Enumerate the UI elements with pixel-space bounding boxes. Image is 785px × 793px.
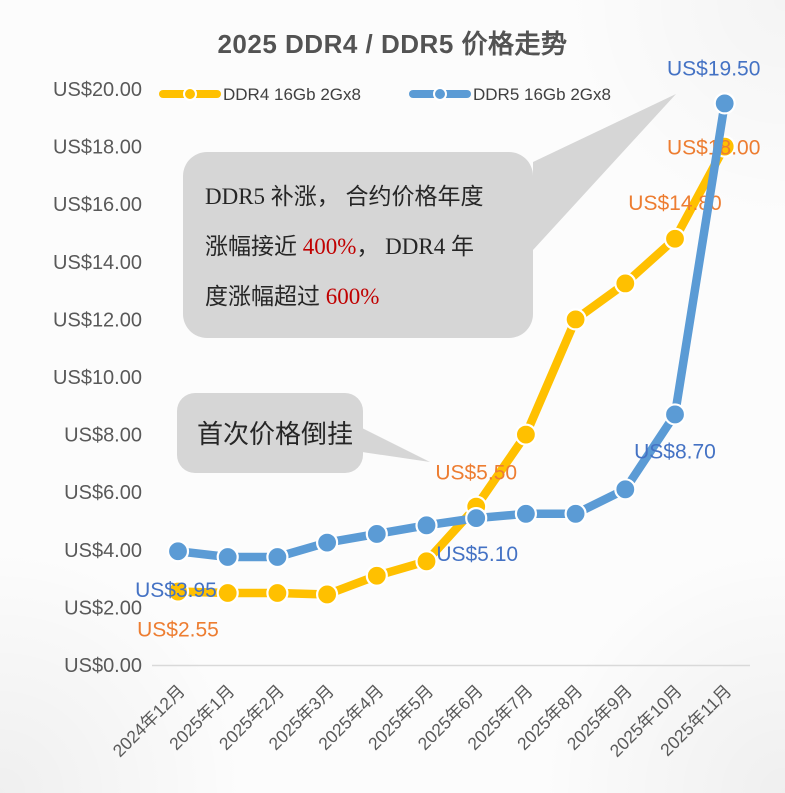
data-point (166, 580, 190, 603)
legend-marker (183, 87, 197, 101)
data-point (266, 581, 289, 605)
data-label: US$14.80 (628, 192, 721, 215)
legend-label: DDR5 16Gb 2Gx8 (473, 85, 611, 104)
y-tick-label: US$18.00 (53, 137, 142, 159)
data-label: US$3.95 (135, 579, 217, 602)
data-point (216, 581, 239, 605)
annotation-box (177, 393, 363, 473)
y-tick-label: US$0.00 (64, 655, 142, 677)
legend-marker (433, 87, 447, 101)
data-label: US$2.55 (137, 619, 219, 642)
data-point (365, 564, 388, 587)
data-point (316, 583, 339, 606)
y-axis-labels: US$0.00 US$2.00 US$4.00 US$6.00 US$8.00 US$10… (53, 79, 142, 677)
annotation-tail (533, 94, 676, 250)
y-tick-label: US$4.00 (64, 540, 142, 562)
series-ddr5: US$3.95 US$5.10 US$8.70 US$19.50 (135, 57, 760, 602)
y-tick-label: US$10.00 (53, 367, 142, 389)
data-label: US$5.50 (435, 462, 517, 485)
data-point (415, 514, 438, 537)
annotation-price-inversion (177, 393, 430, 473)
data-label: US$5.10 (436, 543, 518, 566)
data-point (166, 540, 190, 563)
legend-item-ddr5: DDR5 16Gb 2Gx8 (409, 85, 611, 104)
y-tick-label: US$16.00 (53, 194, 142, 216)
legend-item-ddr4: DDR4 16Gb 2Gx8 (159, 85, 361, 104)
annotation-box (183, 152, 533, 338)
y-tick-label: US$20.00 (53, 79, 142, 101)
y-tick-label: US$6.00 (64, 482, 142, 504)
data-point (614, 272, 637, 295)
data-point (614, 478, 637, 501)
data-point (514, 502, 538, 525)
data-point (514, 423, 538, 446)
data-point (663, 403, 687, 426)
y-tick-label: US$2.00 (64, 597, 142, 619)
data-point (564, 502, 587, 525)
data-point (216, 545, 239, 569)
data-point (316, 531, 339, 554)
annotation-ddr5-catchup (183, 94, 676, 338)
data-point (713, 92, 736, 115)
y-tick-label: US$12.00 (53, 309, 142, 331)
data-point (266, 545, 289, 569)
annotation-price-inversion-text: 首次价格倒挂 (197, 420, 354, 449)
annotation-ddr5-catchup-text: DDR5 补涨， 合约价格年度 涨幅接近 400%， DDR4 年度涨幅超过 60… (205, 184, 484, 309)
data-label: US$8.70 (634, 440, 716, 463)
data-point (415, 550, 438, 573)
data-label: US$19.50 (667, 57, 760, 80)
y-tick-label: US$8.00 (64, 425, 142, 447)
data-point (365, 522, 388, 546)
data-point (663, 227, 687, 250)
y-tick-label: US$14.00 (53, 252, 142, 274)
data-point (564, 308, 587, 331)
annotation-tail (362, 428, 430, 462)
chart-title: 2025 DDR4 / DDR5 价格走势 (217, 29, 568, 59)
legend: DDR4 16Gb 2Gx8 DDR5 16Gb 2Gx8 (159, 85, 611, 104)
x-axis-labels: 2024年12月2025年1月2025年2月2025年3月2025年4月2025… (109, 681, 736, 761)
data-point (465, 507, 488, 530)
legend-label: DDR4 16Gb 2Gx8 (223, 85, 361, 104)
